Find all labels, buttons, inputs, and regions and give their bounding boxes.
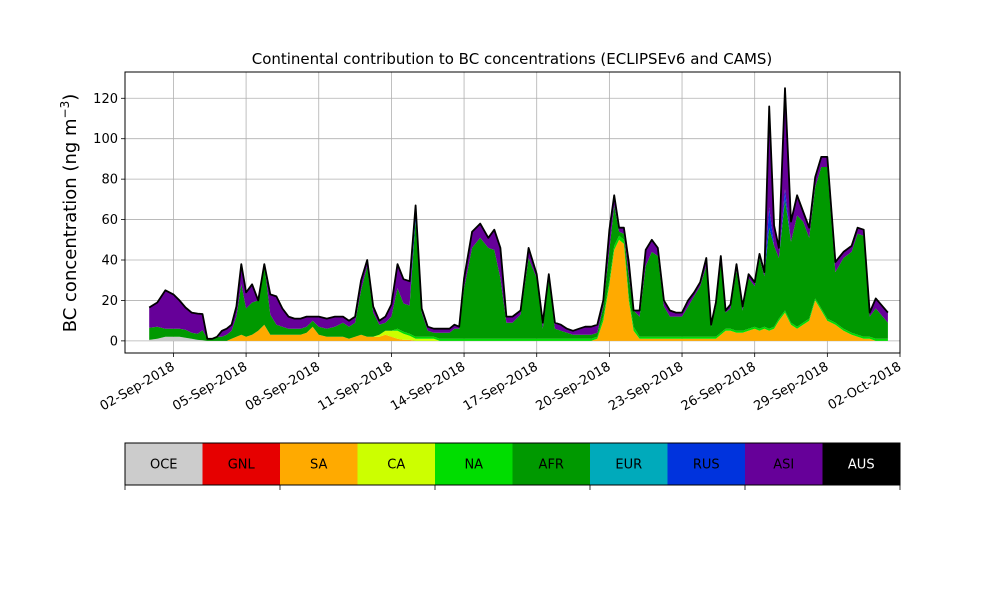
y-tick-label: 120 <box>93 92 118 107</box>
stacked-areas <box>149 88 888 341</box>
colorbar-swatch-aus <box>822 443 900 485</box>
y-tick-label: 100 <box>93 132 118 147</box>
colorbar-label-aus: AUS <box>848 458 875 473</box>
colorbar-label-ca: CA <box>387 458 405 473</box>
total-line <box>148 87 889 340</box>
colorbar-label-oce: OCE <box>150 458 178 473</box>
colorbar-swatch-ca <box>357 443 435 485</box>
total-concentration-line <box>148 87 889 340</box>
y-tick-label: 80 <box>101 173 118 188</box>
colorbar-label-na: NA <box>464 458 483 473</box>
y-axis-label-superscript: −3 <box>58 101 72 119</box>
colorbar-label-rus: RUS <box>693 458 720 473</box>
colorbar-legend: OCE GNL SA CA NA AFR EUR RUS ASI AUS <box>124 442 901 490</box>
y-axis-label-close: ) <box>60 94 81 101</box>
area-sa <box>149 239 888 341</box>
y-axis-label-main: BC concentration (ng m <box>60 118 81 332</box>
chart-title: Continental contribution to BC concentra… <box>252 50 773 68</box>
colorbar-label-gnl: GNL <box>228 458 256 473</box>
colorbar-swatch-oce <box>125 443 203 485</box>
colorbar-swatch-gnl <box>202 443 280 485</box>
colorbar-swatch-asi <box>745 443 823 485</box>
y-tick-label: 20 <box>101 294 118 309</box>
y-axis-label: BC concentration (ng m−3) <box>58 94 81 333</box>
colorbar-swatch-na <box>435 443 513 485</box>
area-afr <box>149 167 888 341</box>
colorbar-swatch-rus <box>667 443 745 485</box>
colorbar-swatch-afr <box>512 443 590 485</box>
plot-frame <box>124 71 901 354</box>
y-tick-label: 0 <box>110 334 118 349</box>
area-asi <box>149 88 888 339</box>
colorbar-label-eur: EUR <box>615 458 642 473</box>
colorbar-swatch-sa <box>280 443 358 485</box>
y-tick-label: 40 <box>101 254 118 269</box>
colorbar-label-asi: ASI <box>773 458 794 473</box>
colorbar-frame <box>124 442 901 486</box>
colorbar-label-afr: AFR <box>539 458 564 473</box>
y-tick-label: 60 <box>101 213 118 228</box>
colorbar-label-sa: SA <box>310 458 327 473</box>
colorbar-swatch-eur <box>590 443 668 485</box>
